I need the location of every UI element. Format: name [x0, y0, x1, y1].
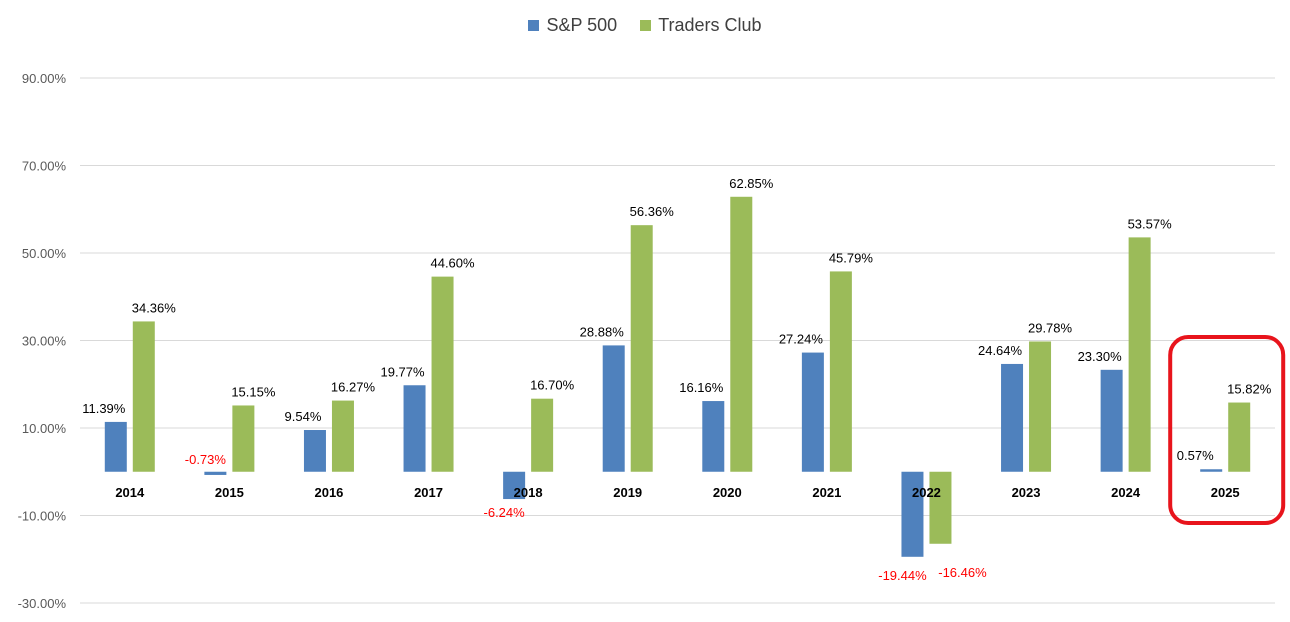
data-label-sp500-2018: -6.24% — [484, 505, 526, 520]
bar-sp500-2023 — [1001, 363, 1024, 472]
legend-item-sp500: S&P 500 — [528, 15, 617, 36]
y-tick-label: 90.00% — [22, 71, 67, 86]
bar-traders-club-2023 — [1029, 341, 1052, 472]
x-tick-label-2024: 2024 — [1111, 485, 1141, 500]
data-label-traders-club-2020: 62.85% — [729, 176, 774, 191]
bar-sp500-2022 — [901, 471, 924, 557]
data-label-traders-club-2017: 44.60% — [430, 256, 475, 271]
data-label-sp500-2015: -0.73% — [185, 452, 227, 467]
bar-traders-club-2022 — [929, 471, 952, 544]
y-tick-label: 30.00% — [22, 334, 67, 349]
data-label-traders-club-2019: 56.36% — [630, 204, 675, 219]
x-tick-label-2025: 2025 — [1211, 485, 1240, 500]
data-label-traders-club-2016: 16.27% — [331, 380, 376, 395]
bar-sp500-2014 — [104, 421, 127, 472]
data-label-traders-club-2023: 29.78% — [1028, 320, 1073, 335]
legend-label-traders-club: Traders Club — [658, 15, 762, 35]
x-tick-label-2016: 2016 — [314, 485, 343, 500]
x-tick-label-2014: 2014 — [115, 485, 145, 500]
legend-swatch-sp500 — [528, 20, 540, 31]
data-label-sp500-2022: -19.44% — [878, 568, 927, 583]
bar-traders-club-2018 — [531, 398, 554, 472]
data-label-sp500-2023: 24.64% — [978, 343, 1023, 358]
data-label-sp500-2016: 9.54% — [285, 409, 322, 424]
x-tick-label-2022: 2022 — [912, 485, 941, 500]
bar-traders-club-2020 — [730, 196, 753, 472]
bar-sp500-2018 — [503, 471, 526, 500]
x-tick-label-2017: 2017 — [414, 485, 443, 500]
x-tick-label-2019: 2019 — [613, 485, 642, 500]
bar-sp500-2015 — [204, 471, 227, 475]
bar-sp500-2019 — [602, 345, 625, 472]
data-label-sp500-2025: 0.57% — [1177, 448, 1214, 463]
bar-sp500-2016 — [303, 430, 326, 472]
legend-item-traders-club: Traders Club — [640, 15, 762, 36]
highlight-box — [1168, 335, 1286, 525]
bar-sp500-2020 — [702, 401, 725, 472]
x-tick-label-2015: 2015 — [215, 485, 244, 500]
bar-traders-club-2016 — [331, 400, 354, 472]
bar-traders-club-2014 — [132, 321, 155, 472]
data-label-traders-club-2018: 16.70% — [530, 378, 575, 393]
y-tick-label: 10.00% — [22, 421, 67, 436]
bar-traders-club-2015 — [232, 405, 255, 472]
y-tick-label: -10.00% — [18, 509, 67, 524]
bar-sp500-2021 — [801, 352, 824, 472]
bar-traders-club-2019 — [630, 225, 653, 472]
bar-traders-club-2017 — [431, 276, 454, 472]
bar-traders-club-2024 — [1128, 237, 1151, 472]
data-label-sp500-2021: 27.24% — [779, 332, 824, 347]
data-label-traders-club-2025: 15.82% — [1227, 382, 1272, 397]
bar-traders-club-2025 — [1228, 402, 1251, 472]
legend: S&P 500 Traders Club — [0, 15, 1290, 36]
x-tick-label-2018: 2018 — [514, 485, 543, 500]
data-label-sp500-2017: 19.77% — [380, 364, 425, 379]
data-label-sp500-2024: 23.30% — [1078, 349, 1123, 364]
data-label-sp500-2014: 11.39% — [82, 401, 126, 416]
data-label-traders-club-2021: 45.79% — [829, 250, 874, 265]
data-label-traders-club-2014: 34.36% — [132, 300, 177, 315]
bar-sp500-2017 — [403, 385, 426, 472]
data-label-sp500-2019: 28.88% — [580, 324, 625, 339]
legend-swatch-traders-club — [640, 20, 652, 31]
x-tick-label-2021: 2021 — [812, 485, 841, 500]
x-tick-label-2020: 2020 — [713, 485, 742, 500]
legend-label-sp500: S&P 500 — [546, 15, 618, 35]
bar-sp500-2025 — [1200, 469, 1223, 472]
bar-traders-club-2021 — [829, 271, 852, 472]
y-tick-label: -30.00% — [18, 596, 67, 611]
bar-sp500-2024 — [1100, 369, 1123, 472]
data-label-traders-club-2022: -16.46% — [938, 565, 987, 580]
data-label-traders-club-2015: 15.15% — [231, 384, 276, 399]
x-tick-label-2023: 2023 — [1012, 485, 1041, 500]
data-label-traders-club-2024: 53.57% — [1128, 216, 1173, 231]
y-tick-label: 70.00% — [22, 159, 67, 174]
y-tick-label: 50.00% — [22, 246, 67, 261]
data-label-sp500-2020: 16.16% — [679, 380, 724, 395]
